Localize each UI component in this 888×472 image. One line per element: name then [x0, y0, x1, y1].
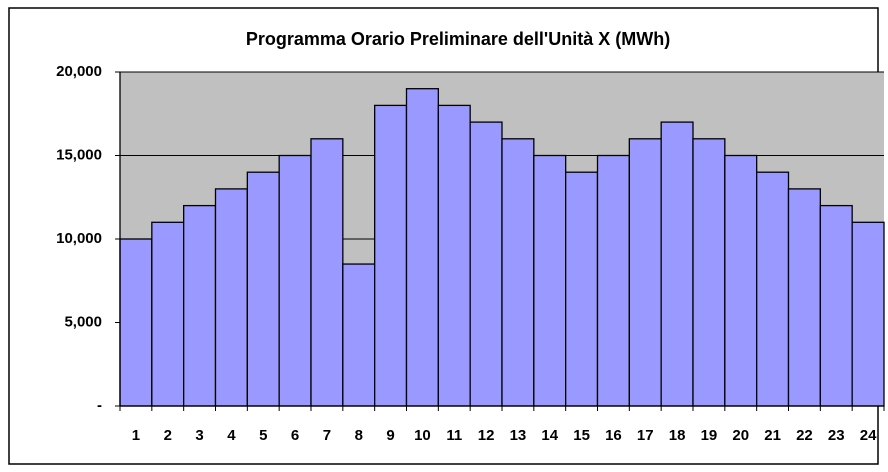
y-tick-label: -	[97, 397, 102, 414]
x-tick-label: 11	[446, 427, 462, 444]
x-tick-label: 14	[541, 427, 558, 444]
bar	[469, 121, 503, 407]
y-tick-label: 15,000	[56, 146, 102, 163]
bar	[278, 154, 312, 407]
bar	[310, 138, 344, 407]
x-tick-label: 22	[796, 427, 813, 444]
x-tick-label: 9	[386, 427, 394, 444]
x-tick-label: 18	[669, 427, 686, 444]
x-tick-label: 10	[414, 427, 431, 444]
bar	[405, 88, 439, 407]
bar	[565, 171, 599, 407]
bar	[851, 221, 885, 407]
bar	[756, 171, 790, 407]
bar	[214, 188, 248, 407]
x-tick-label: 6	[291, 427, 299, 444]
x-tick-label: 16	[605, 427, 622, 444]
bar	[819, 204, 853, 407]
x-tick-label: 13	[510, 427, 527, 444]
bar	[533, 154, 567, 407]
x-tick-label: 3	[195, 427, 203, 444]
x-tick-label: 7	[323, 427, 331, 444]
bar	[183, 204, 217, 407]
x-tick-label: 12	[478, 427, 495, 444]
x-tick-label: 17	[637, 427, 654, 444]
bar	[787, 188, 821, 407]
bar	[692, 138, 726, 407]
bar	[628, 138, 662, 407]
bar	[501, 138, 535, 407]
x-tick-label: 24	[860, 427, 877, 444]
x-tick-label: 4	[227, 427, 236, 444]
x-tick-label: 8	[355, 427, 363, 444]
bar	[596, 154, 630, 407]
x-tick-label: 20	[732, 427, 749, 444]
y-tick-label: 5,000	[64, 313, 102, 330]
chart-title: Programma Orario Preliminare dell'Unità …	[246, 29, 670, 49]
x-tick-label: 23	[828, 427, 845, 444]
bar	[437, 104, 471, 407]
y-tick-label: 20,000	[56, 63, 102, 80]
x-tick-label: 2	[164, 427, 172, 444]
bar	[660, 121, 694, 407]
x-tick-label: 5	[259, 427, 267, 444]
bar	[151, 221, 185, 407]
bar	[119, 238, 153, 407]
x-tick-label: 1	[132, 427, 140, 444]
bar	[724, 154, 758, 407]
x-tick-label: 21	[764, 427, 781, 444]
x-tick-label: 15	[573, 427, 590, 444]
y-tick-label: 10,000	[56, 230, 102, 247]
bar	[246, 171, 280, 407]
bar	[374, 104, 408, 407]
x-tick-label: 19	[701, 427, 718, 444]
bar	[342, 263, 376, 407]
